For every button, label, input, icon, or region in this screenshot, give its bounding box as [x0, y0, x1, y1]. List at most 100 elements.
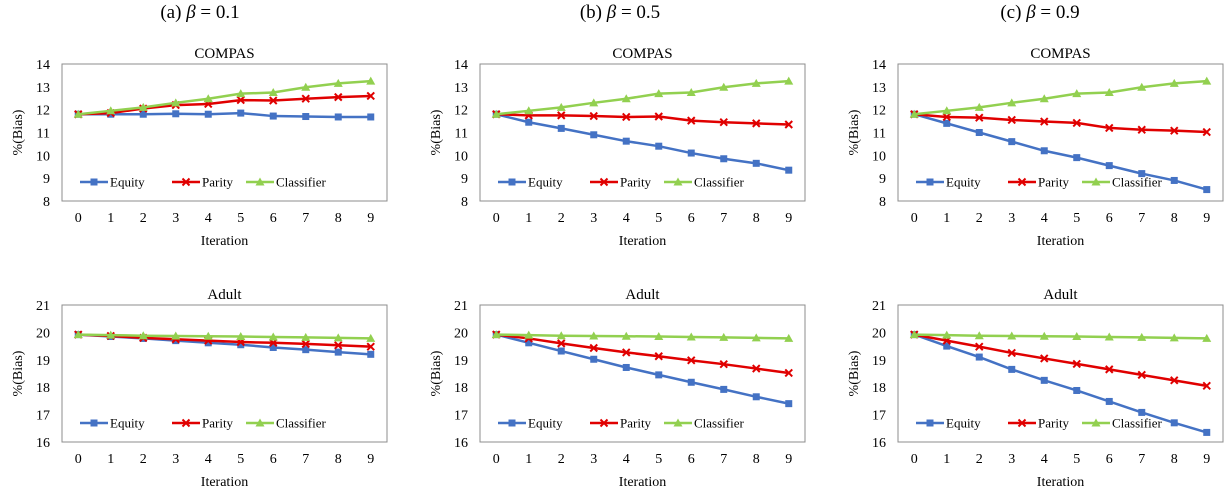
x-tick-label: 7: [302, 452, 309, 467]
x-tick-label: 5: [1073, 452, 1080, 467]
data-point-parity: [334, 341, 343, 350]
column-title-b: (b) β = 0.5: [579, 2, 661, 23]
data-point-equity: [943, 119, 951, 127]
x-axis-label: Iteration: [619, 475, 666, 490]
data-point-classifier: [784, 76, 794, 85]
y-tick-label: 11: [873, 127, 886, 142]
legend-label-equity: Equity: [110, 416, 145, 431]
legend-item-classifier: Classifier: [246, 416, 326, 431]
plot-frame: [61, 304, 388, 443]
x-tick-label: 7: [1138, 452, 1145, 467]
legend-label-equity: Equity: [110, 175, 145, 190]
series-line-parity: [914, 333, 1207, 388]
y-tick-label: 14: [454, 58, 468, 73]
legend-item-equity: Equity: [916, 175, 981, 190]
data-point-classifier: [491, 330, 501, 339]
x-tick-label: 2: [558, 211, 565, 226]
data-point-equity: [720, 155, 728, 163]
y-tick-label: 8: [879, 195, 886, 210]
data-point-parity: [301, 94, 310, 103]
series-line-classifier: [496, 333, 789, 340]
data-point-equity: [525, 339, 533, 347]
legend-marker-equity: [508, 419, 516, 427]
y-axis-label: %(Bias): [429, 109, 444, 155]
legend-marker-classifier: [1091, 177, 1101, 186]
y-tick-label: 19: [36, 354, 50, 369]
y-tick-label: 13: [454, 81, 468, 96]
data-point-equity: [590, 131, 598, 139]
x-tick-label: 3: [1008, 452, 1015, 467]
y-tick-label: 8: [461, 195, 468, 210]
y-tick-label: 20: [872, 326, 886, 341]
x-tick-label: 7: [302, 211, 309, 226]
data-point-parity: [1007, 115, 1016, 125]
data-point-equity: [655, 371, 663, 379]
chart-title: COMPAS: [612, 46, 672, 62]
y-axis-label: %(Bias): [429, 350, 444, 396]
series-line-parity: [496, 333, 789, 375]
data-point-parity: [1040, 354, 1049, 363]
x-tick-label: 6: [270, 211, 277, 226]
legend-marker-equity: [926, 419, 934, 427]
legend-item-classifier: Classifier: [664, 175, 744, 190]
legend-label-equity: Equity: [528, 416, 563, 431]
y-tick-label: 9: [461, 172, 468, 187]
data-point-classifier: [1137, 82, 1147, 91]
data-point-classifier: [719, 332, 729, 341]
data-point-classifier: [1039, 331, 1049, 340]
x-tick-label: 5: [237, 452, 244, 467]
series-line-parity: [496, 112, 789, 126]
data-point-equity: [975, 353, 983, 361]
legend-item-parity: Parity: [1008, 416, 1070, 431]
chart-title: Adult: [207, 287, 242, 303]
data-point-classifier: [1137, 332, 1147, 341]
data-point-equity: [1008, 365, 1016, 373]
y-axis-label: %(Bias): [847, 350, 862, 396]
data-point-parity: [1137, 125, 1146, 134]
x-tick-label: 0: [75, 452, 82, 467]
legend-label-classifier: Classifier: [276, 416, 326, 431]
x-tick-label: 0: [75, 211, 82, 226]
legend-marker-classifier: [1091, 418, 1101, 427]
data-point-classifier: [73, 109, 83, 118]
x-tick-label: 0: [911, 211, 918, 226]
x-tick-label: 0: [493, 452, 500, 467]
legend-marker-classifier: [673, 418, 683, 427]
x-tick-label: 0: [493, 211, 500, 226]
x-tick-label: 3: [590, 211, 597, 226]
data-point-parity: [1072, 359, 1081, 369]
data-point-equity: [1170, 176, 1178, 184]
data-point-parity: [687, 356, 696, 365]
data-point-classifier: [942, 106, 952, 115]
y-tick-label: 12: [872, 104, 886, 119]
x-tick-label: 1: [525, 211, 532, 226]
data-point-parity: [687, 116, 696, 125]
x-tick-label: 9: [1203, 211, 1210, 226]
y-axis-label: %(Bias): [11, 109, 26, 155]
data-point-classifier: [589, 331, 599, 340]
data-point-classifier: [784, 333, 794, 342]
chart-title: COMPAS: [194, 46, 254, 62]
data-point-equity: [204, 339, 212, 347]
data-point-classifier: [1007, 331, 1017, 340]
data-point-parity: [654, 112, 663, 121]
y-axis-label: %(Bias): [847, 109, 862, 155]
data-point-classifier: [171, 331, 181, 340]
data-point-classifier: [654, 89, 664, 98]
data-point-parity: [719, 359, 728, 369]
x-tick-label: 3: [172, 452, 179, 467]
data-point-classifier: [686, 332, 696, 341]
legend-item-equity: Equity: [80, 175, 145, 190]
y-tick-label: 18: [36, 381, 50, 396]
series-line-classifier: [78, 333, 371, 340]
legend-item-equity: Equity: [498, 416, 563, 431]
series-line-parity: [914, 112, 1207, 134]
y-axis-label: %(Bias): [11, 350, 26, 396]
legend-label-parity: Parity: [1038, 175, 1070, 190]
data-point-equity: [557, 124, 565, 132]
y-tick-label: 16: [454, 436, 468, 451]
data-point-classifier: [524, 106, 534, 115]
data-point-equity: [720, 385, 728, 393]
data-point-classifier: [751, 78, 761, 87]
